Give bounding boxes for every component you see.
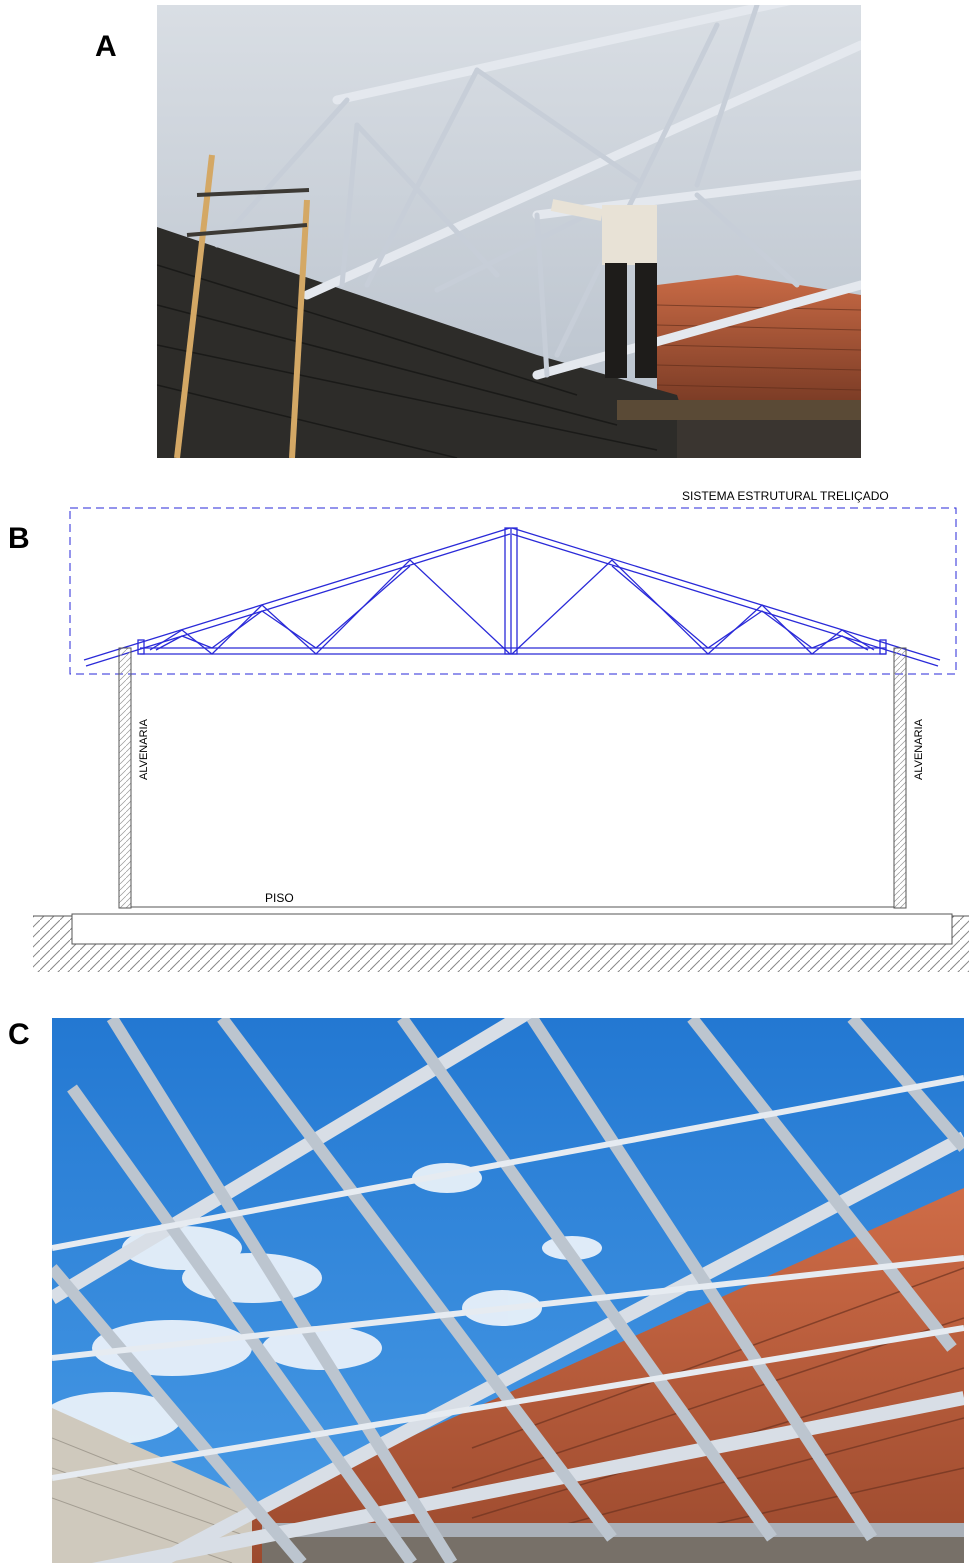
wall-label-right: ALVENARIA [913,718,925,780]
wall-beam [617,400,861,420]
brick-gable [657,275,861,405]
truss-section-diagram: SISTEMA ESTRUTURAL TRELIÇADO [0,470,970,980]
truss-system-label: SISTEMA ESTRUTURAL TRELIÇADO [682,489,889,503]
wall-label-left: ALVENARIA [138,718,150,780]
panel-letter-b: B [8,522,30,555]
masonry-wall-left [118,647,132,909]
block-wall [52,1408,252,1563]
photo-c-steel-roof-structure [52,1018,964,1563]
foundation-slab [71,913,953,945]
panel-letter-a: A [95,30,117,63]
roof-truss [83,527,941,667]
masonry-wall-right [893,647,907,909]
block-wall [157,227,697,458]
photo-a-steel-truss-installation [157,5,861,458]
floor-label: PISO [265,891,294,905]
worker [550,199,657,378]
panel-letter-c: C [8,1018,30,1051]
truss-boundary-frame [69,507,957,675]
brick-gable [252,1188,964,1563]
